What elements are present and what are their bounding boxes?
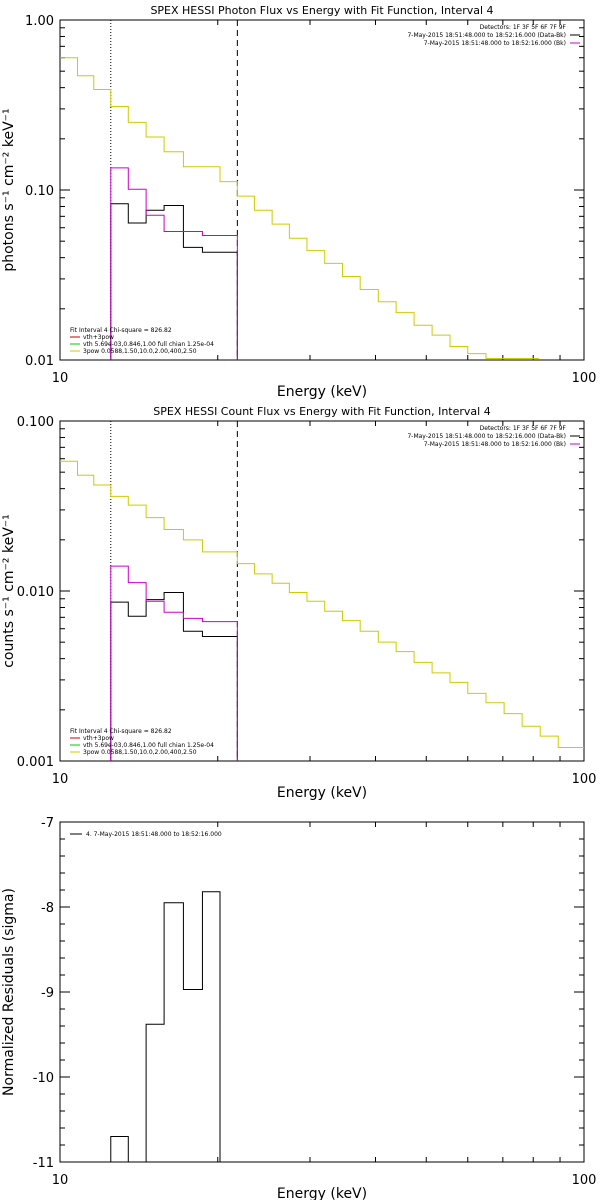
chart-title: SPEX HESSI Count Flux vs Energy with Fit… xyxy=(153,405,490,418)
legend-bottom-text: 3pow 0.0588,1.50,10.0,2.00,400,2.50 xyxy=(83,749,197,756)
y-tick-label: 0.010 xyxy=(17,585,54,600)
y-tick-label: 0.10 xyxy=(25,184,54,199)
y-tick-label: -11 xyxy=(33,1156,54,1171)
x-tick-label: 100 xyxy=(572,772,597,787)
legend-top-text: 7-May-2015 18:51:48.000 to 18:52:16.000 … xyxy=(407,433,566,440)
legend-bottom-text: Fit Interval 4 Chi-square = 826.82 xyxy=(70,327,172,334)
y-tick-label: 0.01 xyxy=(25,354,54,369)
x-axis-label: Energy (keV) xyxy=(277,785,367,801)
legend-bottom-text: 3pow 0.0588,1.50,10.0,2.00,400,2.50 xyxy=(83,348,197,355)
series-fit-model xyxy=(60,460,584,749)
y-axis-label: Normalized Residuals (sigma) xyxy=(1,888,17,1096)
series-data-minus-bk xyxy=(110,203,238,360)
plot-area xyxy=(60,20,539,360)
series-background xyxy=(110,167,238,360)
y-axis-label: photons s⁻¹ cm⁻² keV⁻¹ xyxy=(1,108,17,271)
legend-bottom-text: vth 5.69e-03,0.846,1.00 full chian 1.25e… xyxy=(83,742,214,749)
plot-area xyxy=(60,421,584,761)
y-tick-label: -7 xyxy=(41,816,54,831)
x-tick-label: 10 xyxy=(52,371,69,386)
y-tick-label: 1.00 xyxy=(25,14,54,29)
legend-top-text: Detectors: 1F 3F 5F 6F 7F 9F xyxy=(480,425,567,432)
plot-frame xyxy=(59,821,585,1163)
chart-title: SPEX HESSI Photon Flux vs Energy with Fi… xyxy=(150,4,493,17)
x-tick-label: 100 xyxy=(572,1173,597,1188)
y-tick-label: 0.100 xyxy=(17,415,54,430)
legend-top-text: 7-May-2015 18:51:48.000 to 18:52:16.000 … xyxy=(407,32,566,39)
series-data-minus-bk xyxy=(110,591,238,761)
legend-bottom-text: Fit Interval 4 Chi-square = 826.82 xyxy=(70,728,172,735)
legend-top-text: 7-May-2015 18:51:48.000 to 18:52:16.000 … xyxy=(424,40,566,47)
y-tick-label: -9 xyxy=(41,986,54,1001)
x-tick-label: 10 xyxy=(52,1173,69,1188)
y-tick-label: -8 xyxy=(41,901,54,916)
plot-area xyxy=(110,891,221,1162)
y-tick-label: -10 xyxy=(33,1071,54,1086)
legend-bottom-text: vth 5.69e-03,0.846,1.00 full chian 1.25e… xyxy=(83,341,214,348)
x-axis-label: Energy (keV) xyxy=(277,1186,367,1200)
y-axis-label: counts s⁻¹ cm⁻² keV⁻¹ xyxy=(1,514,17,668)
series-residuals xyxy=(110,891,221,1162)
series-background xyxy=(110,565,238,761)
legend-bottom-text: vth+3pow xyxy=(83,334,114,341)
x-axis-label: Energy (keV) xyxy=(277,384,367,400)
x-tick-label: 100 xyxy=(572,371,597,386)
legend-bottom-text: vth+3pow xyxy=(83,735,114,742)
y-tick-label: 0.001 xyxy=(17,755,54,770)
x-tick-label: 10 xyxy=(52,772,69,787)
plot-frame xyxy=(59,420,585,762)
series-fit-model xyxy=(60,57,539,360)
legend-top-text: Detectors: 1F 3F 5F 6F 7F 9F xyxy=(480,24,567,31)
plot-frame xyxy=(59,19,585,361)
legend-top-text: 7-May-2015 18:51:48.000 to 18:52:16.000 … xyxy=(424,441,566,448)
legend-top-text: 4. 7-May-2015 18:51:48.000 to 18:52:16.0… xyxy=(86,831,222,838)
